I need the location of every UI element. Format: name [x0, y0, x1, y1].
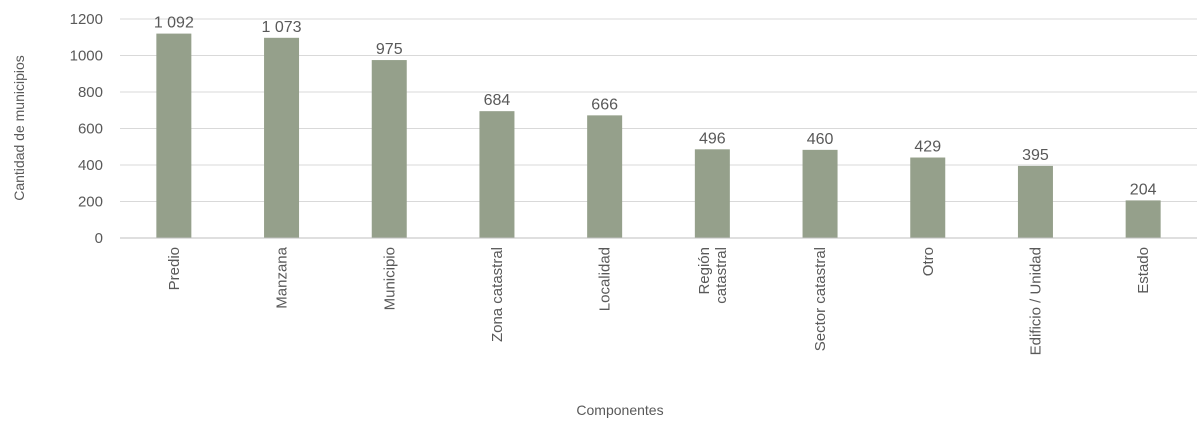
bar [587, 115, 623, 238]
data-label: 496 [699, 130, 726, 147]
y-axis-title: Cantidad de municipios [11, 55, 27, 201]
bar [1017, 165, 1053, 238]
x-tick-label: Zona catastral [489, 247, 506, 342]
y-tick-label: 400 [78, 157, 103, 174]
y-tick-label: 0 [95, 230, 103, 247]
x-tick-label: Manzana [274, 246, 291, 308]
y-tick-label: 800 [78, 84, 103, 101]
x-tick-label-line: Zona catastral [489, 247, 506, 342]
x-tick-label: Otro [920, 247, 937, 276]
x-tick-label-line: Manzana [274, 246, 291, 308]
data-label: 1 092 [154, 15, 194, 32]
bar [156, 33, 192, 238]
bar [802, 149, 838, 238]
data-label: 975 [376, 41, 403, 58]
data-label: 460 [807, 131, 834, 148]
x-tick-label-line: Predio [166, 247, 183, 290]
bar [479, 111, 515, 238]
bar [371, 60, 407, 238]
x-tick-label-line: Región [696, 247, 713, 295]
data-label: 429 [914, 139, 941, 156]
x-tick-label-line: Localidad [597, 247, 614, 311]
bar [1125, 200, 1161, 238]
y-tick-label: 600 [78, 121, 103, 138]
bar [910, 157, 946, 238]
x-tick-label-line: Municipio [381, 247, 398, 310]
x-tick-label: Predio [166, 247, 183, 290]
x-tick-label-line: Edificio / Unidad [1027, 247, 1044, 355]
x-tick-label-line: Estado [1135, 247, 1152, 294]
bars [156, 33, 1161, 238]
x-axis-title: Componentes [576, 402, 663, 418]
bar [264, 37, 300, 238]
x-tick-label: Edificio / Unidad [1027, 247, 1044, 355]
x-tick-label: Municipio [381, 247, 398, 310]
data-label: 395 [1022, 147, 1049, 164]
x-tick-label-line: catastral [713, 247, 730, 304]
x-tick-label-line: Otro [920, 247, 937, 276]
x-tick-label: Localidad [597, 247, 614, 311]
data-label: 1 073 [262, 19, 302, 36]
labels: 0 200 400 600 800 1000 1200 1 092 Predio 1 073 Man… [70, 11, 1157, 355]
x-tick-label-line: Sector catastral [812, 247, 829, 351]
x-tick-label: Regióncatastral [696, 247, 730, 304]
data-label: 204 [1130, 181, 1157, 198]
bar [694, 149, 730, 238]
x-tick-label: Estado [1135, 247, 1152, 294]
data-label: 684 [484, 92, 511, 109]
y-tick-label: 200 [78, 194, 103, 211]
data-label: 666 [591, 96, 618, 113]
y-tick-label: 1200 [70, 11, 103, 28]
y-tick-label: 1000 [70, 48, 103, 65]
gridlines [120, 18, 1197, 202]
x-tick-label: Sector catastral [812, 247, 829, 351]
